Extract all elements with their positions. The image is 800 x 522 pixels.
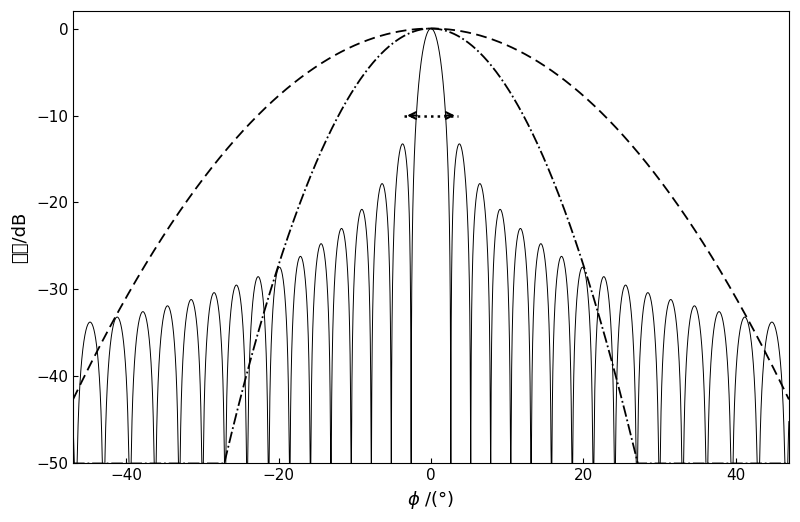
X-axis label: $\phi$ /(°): $\phi$ /(°) (407, 489, 454, 511)
Y-axis label: 振幅/dB: 振幅/dB (11, 211, 29, 263)
